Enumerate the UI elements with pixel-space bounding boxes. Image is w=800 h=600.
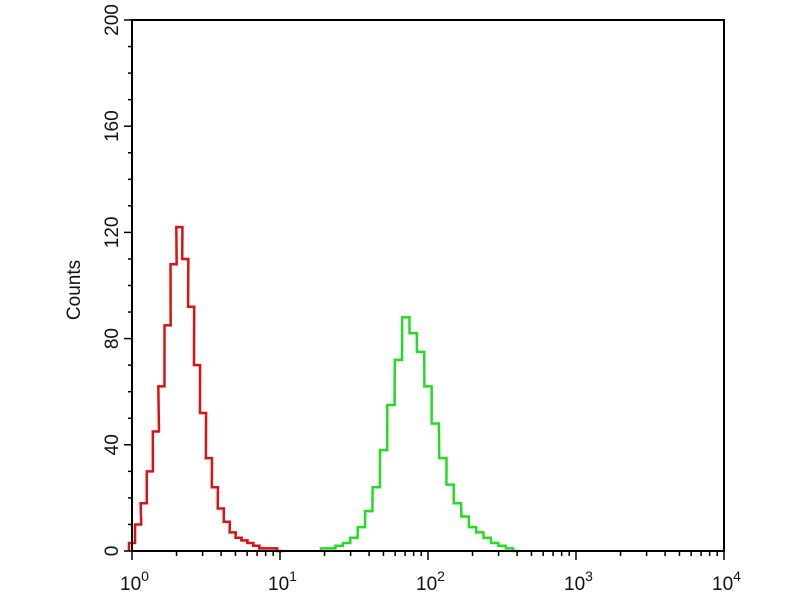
data-point	[345, 542, 348, 544]
data-point	[323, 547, 326, 550]
data-point	[412, 332, 414, 335]
data-point	[331, 547, 333, 550]
data-point	[225, 520, 228, 523]
y-tick-label: 200	[102, 4, 123, 36]
data-point	[493, 542, 496, 544]
data-point	[196, 364, 198, 366]
data-point	[249, 542, 252, 544]
data-point	[261, 547, 264, 550]
x-tick-exponent: 2	[437, 568, 445, 584]
x-tick-exponent: 3	[585, 568, 593, 584]
x-tick-label: 100	[120, 568, 149, 595]
data-point	[382, 449, 385, 451]
data-point	[501, 544, 503, 547]
data-point	[237, 536, 240, 539]
data-point	[142, 502, 145, 505]
data-point	[360, 526, 363, 528]
y-tick-label: 160	[102, 110, 123, 142]
data-point	[184, 258, 187, 260]
data-point	[456, 502, 459, 505]
x-tick-exponent: 4	[733, 568, 741, 584]
data-point	[405, 316, 407, 319]
data-point	[178, 226, 181, 228]
data-point	[449, 483, 451, 486]
y-tick-label: 80	[102, 328, 123, 349]
data-point	[202, 412, 204, 414]
data-point	[390, 404, 392, 406]
data-point	[155, 430, 157, 433]
x-tick-label: 103	[564, 568, 593, 595]
data-point	[190, 305, 192, 308]
data-point	[338, 544, 340, 547]
x-tick-label: 104	[712, 568, 741, 595]
data-point	[219, 507, 222, 510]
data-point	[267, 547, 269, 550]
y-tick-label: 40	[102, 434, 123, 455]
data-point	[367, 510, 370, 512]
data-point	[486, 536, 488, 539]
data-point	[243, 539, 246, 542]
data-point	[172, 263, 175, 266]
series-line-0	[127, 225, 284, 553]
x-tick-exponent: 0	[141, 568, 149, 584]
data-point	[149, 470, 151, 473]
data-point	[464, 515, 466, 518]
data-point	[471, 526, 474, 528]
data-point	[434, 422, 437, 425]
data-point	[255, 544, 258, 547]
data-point	[353, 536, 355, 539]
data-point	[231, 531, 234, 534]
data-point	[273, 547, 275, 550]
x-tick-label: 102	[416, 568, 445, 595]
y-tick-label: 120	[102, 217, 123, 249]
data-point	[160, 385, 163, 388]
data-point	[479, 531, 481, 534]
data-point	[208, 457, 210, 459]
x-tick-exponent: 1	[289, 568, 297, 584]
y-axis-label: Counts	[64, 260, 85, 320]
x-tick-label: 101	[268, 568, 297, 595]
data-point	[508, 547, 511, 550]
data-point	[375, 486, 378, 489]
data-point	[214, 486, 216, 489]
y-tick-label: 0	[102, 546, 123, 557]
data-point	[442, 457, 444, 459]
data-point	[419, 351, 422, 353]
data-point	[166, 324, 169, 327]
data-point	[427, 385, 429, 388]
data-point	[137, 523, 139, 526]
plot-frame	[131, 19, 725, 552]
data-point	[397, 359, 400, 361]
